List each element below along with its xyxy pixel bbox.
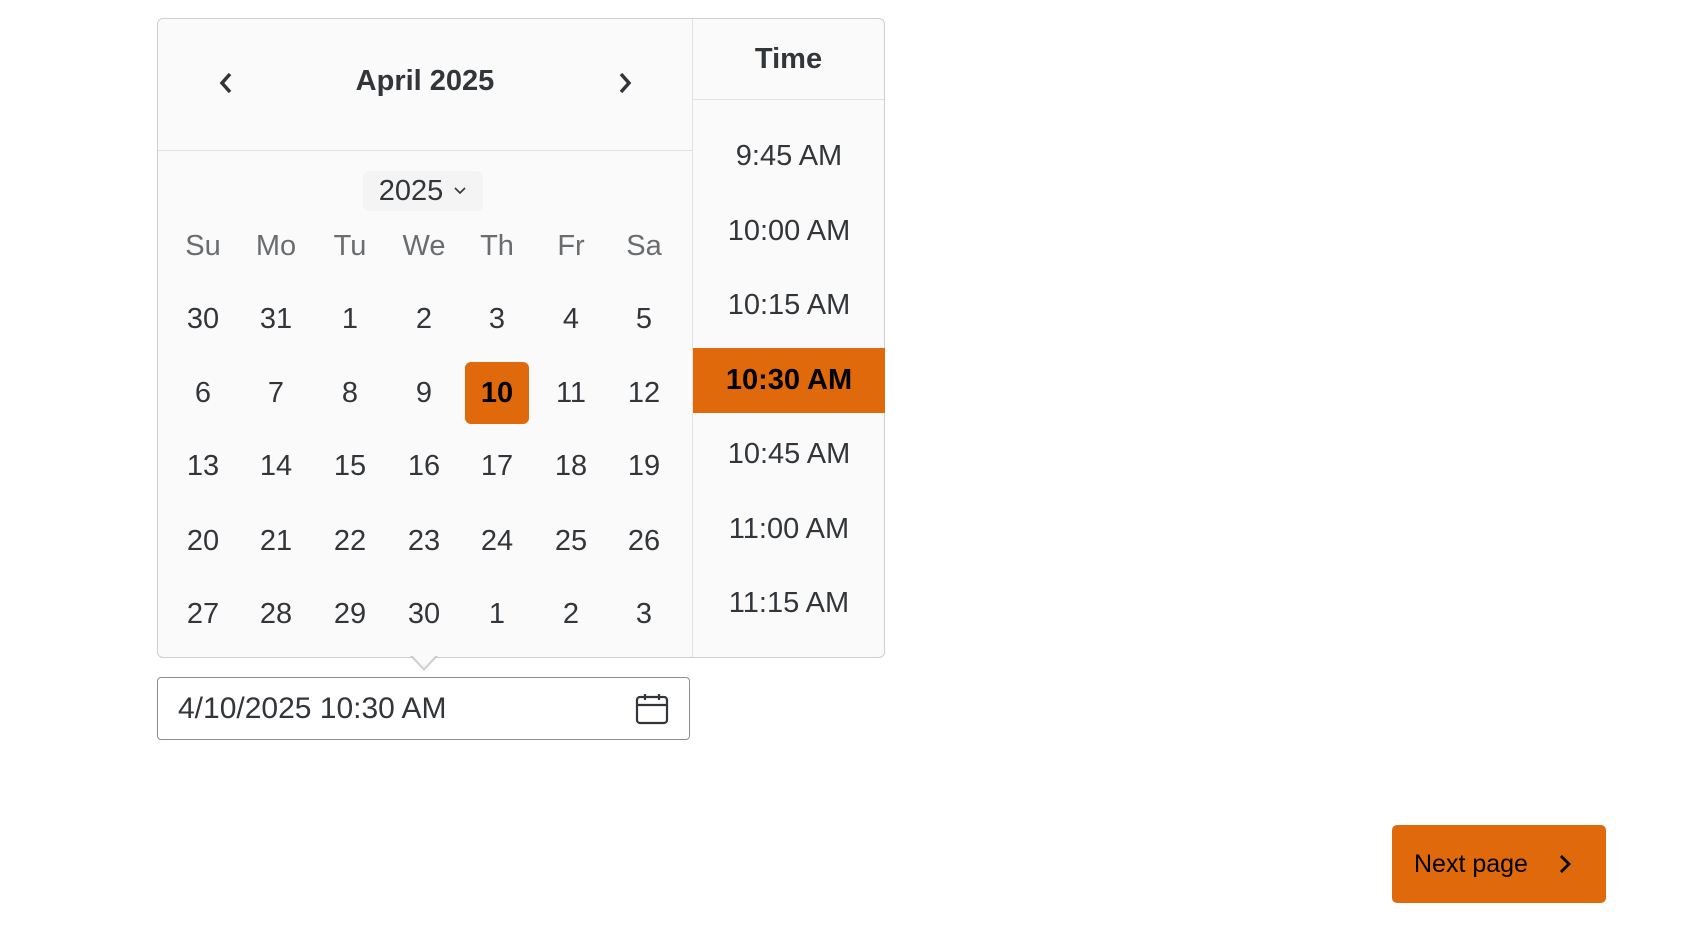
day-cell[interactable]: 18 — [554, 449, 588, 482]
weekday-header: Mo — [255, 229, 297, 262]
day-cell[interactable]: 12 — [627, 376, 661, 409]
weekday-header: Tu — [333, 229, 367, 262]
time-slot[interactable]: 10:30 AM — [693, 347, 885, 413]
day-cell[interactable]: 4 — [562, 302, 580, 335]
day-cell[interactable]: 5 — [635, 302, 653, 335]
day-cell[interactable]: 3 — [635, 597, 653, 630]
day-cell[interactable]: 23 — [407, 524, 441, 557]
time-slot[interactable]: 9:45 AM — [735, 140, 843, 172]
next-page-button[interactable]: Next page — [1392, 825, 1606, 903]
chevron-right-icon — [1559, 855, 1571, 873]
day-cell[interactable]: 8 — [341, 376, 359, 409]
datetime-value: 4/10/2025 10:30 AM — [178, 691, 447, 725]
weekday-header: Th — [480, 229, 514, 262]
calendar-icon[interactable] — [635, 693, 669, 725]
day-cell[interactable]: 1 — [341, 302, 359, 335]
next-month-button[interactable] — [605, 63, 645, 103]
time-column: Time 9:45 AM 10:00 AM 10:15 AM 10:30 AM 10:4… — [692, 19, 885, 657]
time-slot[interactable]: 10:00 AM — [727, 214, 851, 247]
previous-month-button[interactable] — [206, 63, 246, 103]
day-cell[interactable]: 10 — [465, 362, 529, 424]
day-cell[interactable]: 22 — [333, 524, 367, 557]
time-header: Time — [693, 19, 884, 100]
day-cell[interactable]: 29 — [333, 597, 367, 630]
calendar: April 2025 2025 Su Mo Tu We Th Fr Sa 30 31 1 2 3 4 5 6… — [158, 19, 692, 657]
time-slot[interactable]: 10:45 AM — [727, 438, 851, 470]
day-cell[interactable]: 24 — [480, 524, 514, 557]
time-slot[interactable]: 11:00 AM — [728, 512, 850, 545]
day-cell[interactable]: 11 — [555, 376, 587, 409]
day-cell[interactable]: 3 — [488, 302, 506, 335]
day-cell[interactable]: 13 — [186, 449, 220, 482]
day-cell[interactable]: 19 — [627, 449, 661, 482]
chevron-right-icon — [619, 72, 632, 94]
day-cell[interactable]: 9 — [415, 376, 433, 409]
day-cell[interactable]: 15 — [333, 449, 367, 482]
day-cell[interactable]: 14 — [259, 449, 293, 482]
day-cell[interactable]: 26 — [627, 524, 661, 557]
year-dropdown[interactable]: 2025 — [363, 171, 483, 211]
day-cell[interactable]: 17 — [480, 449, 514, 482]
next-page-label: Next page — [1414, 849, 1528, 878]
day-cell[interactable]: 2 — [415, 302, 433, 335]
datetime-input[interactable]: 4/10/2025 10:30 AM — [157, 677, 690, 740]
weekday-header: We — [402, 229, 446, 262]
day-cell[interactable]: 27 — [186, 597, 220, 630]
day-cell[interactable]: 30 — [407, 597, 441, 630]
day-cell[interactable]: 7 — [267, 376, 285, 409]
day-cell[interactable]: 30 — [186, 302, 220, 335]
weekday-header: Su — [185, 229, 221, 262]
year-value: 2025 — [378, 174, 444, 207]
day-cell[interactable]: 31 — [259, 302, 293, 335]
day-cell[interactable]: 6 — [194, 376, 212, 409]
popover-pointer — [410, 655, 438, 671]
weekday-header: Fr — [557, 229, 585, 262]
day-cell[interactable]: 25 — [554, 524, 588, 557]
time-slot[interactable]: 10:15 AM — [727, 289, 851, 321]
day-cell[interactable]: 16 — [407, 449, 441, 482]
chevron-down-icon — [454, 187, 466, 195]
day-cell[interactable]: 21 — [259, 524, 293, 557]
month-title: April 2025 — [355, 65, 495, 97]
weekday-header: Sa — [626, 229, 662, 262]
calendar-header: April 2025 — [158, 19, 692, 151]
day-cell[interactable]: 1 — [488, 597, 506, 630]
datetime-picker-popover: April 2025 2025 Su Mo Tu We Th Fr Sa 30 31 1 2 3 4 5 6… — [157, 18, 885, 658]
chevron-left-icon — [219, 72, 232, 94]
time-slot[interactable]: 11:15 AM — [728, 587, 850, 619]
day-cell[interactable]: 2 — [562, 597, 580, 630]
day-cell[interactable]: 28 — [259, 597, 293, 630]
day-cell[interactable]: 20 — [186, 524, 220, 557]
